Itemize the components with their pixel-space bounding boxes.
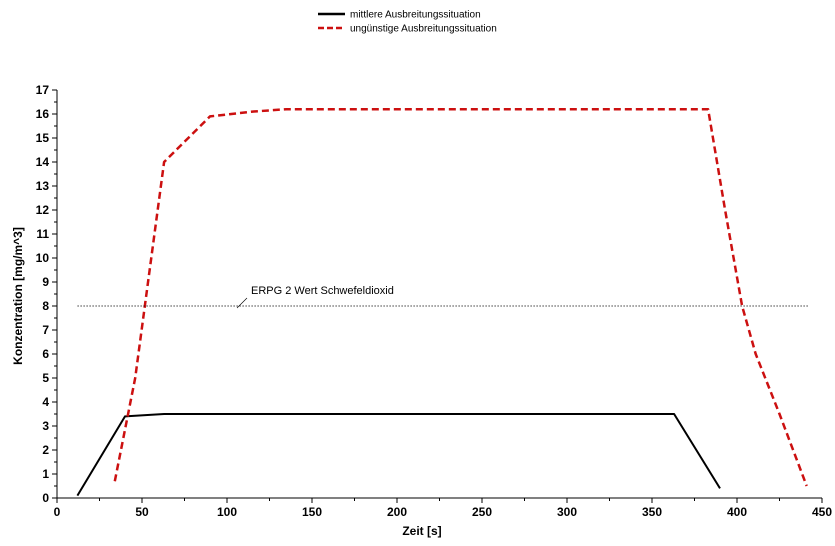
plot-lines bbox=[76, 107, 808, 497]
x-tick-label: 0 bbox=[54, 505, 61, 519]
y-tick-label: 14 bbox=[36, 155, 50, 169]
x-tick-label: 250 bbox=[472, 505, 492, 519]
legend-label-1: mittlere Ausbreitungssituation bbox=[350, 10, 481, 21]
series-line-1 bbox=[76, 413, 721, 497]
x-tick-label: 100 bbox=[217, 505, 237, 519]
x-tick-label: 450 bbox=[812, 505, 832, 519]
annotations: ERPG 2 Wert Schwefeldioxid bbox=[77, 285, 809, 309]
y-tick-label: 11 bbox=[36, 227, 49, 241]
x-axis-title: Zeit [s] bbox=[402, 524, 441, 538]
x-tick-label: 400 bbox=[727, 505, 747, 519]
y-tick-label: 9 bbox=[42, 275, 49, 289]
x-tick-label: 50 bbox=[135, 505, 149, 519]
x-tick-label: 300 bbox=[557, 505, 577, 519]
threshold-leader-line bbox=[236, 297, 248, 309]
y-tick-label: 4 bbox=[42, 395, 49, 409]
y-tick-label: 10 bbox=[36, 251, 50, 265]
threshold-label: ERPG 2 Wert Schwefeldioxid bbox=[251, 285, 394, 297]
y-tick-label: 15 bbox=[36, 131, 50, 145]
x-tick-label: 150 bbox=[302, 505, 322, 519]
legend: mittlere Ausbreitungssituation ungünstige… bbox=[318, 10, 497, 35]
x-tick-label: 200 bbox=[387, 505, 407, 519]
y-tick-label: 16 bbox=[36, 107, 50, 121]
y-tick-label: 5 bbox=[42, 371, 49, 385]
y-tick-label: 2 bbox=[42, 443, 49, 457]
y-tick-label: 8 bbox=[42, 299, 49, 313]
y-tick-label: 12 bbox=[36, 203, 50, 217]
y-tick-label: 6 bbox=[42, 347, 49, 361]
x-tick-label: 350 bbox=[642, 505, 662, 519]
y-tick-label: 1 bbox=[42, 467, 49, 481]
y-tick-label: 3 bbox=[42, 419, 49, 433]
legend-label-2: ungünstige Ausbreitungssituation bbox=[350, 24, 497, 35]
y-tick-label: 7 bbox=[42, 323, 49, 337]
series-line-2 bbox=[113, 107, 808, 487]
y-tick-label: 0 bbox=[42, 491, 49, 505]
y-axis-title: Konzentration [mg/m^3] bbox=[11, 227, 25, 365]
y-tick-label: 17 bbox=[36, 83, 50, 97]
y-tick-label: 13 bbox=[36, 179, 50, 193]
